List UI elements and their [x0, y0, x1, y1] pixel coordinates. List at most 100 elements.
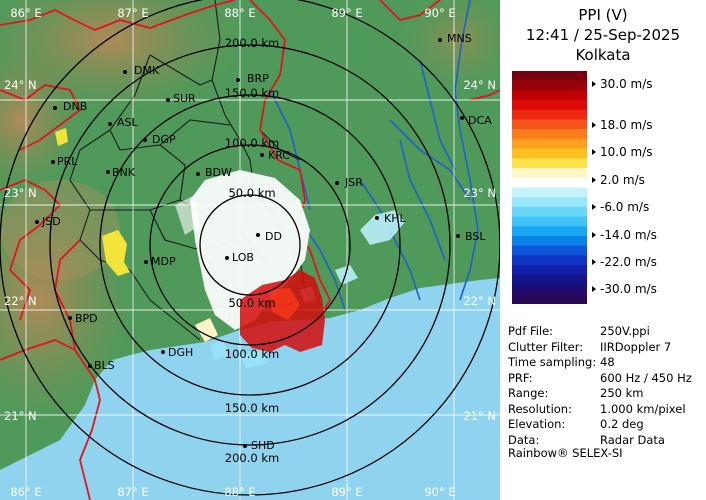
legend-label: -14.0 m/s	[592, 228, 657, 242]
lat-label-24-right: 24° N	[463, 78, 496, 92]
legend-swatch	[512, 138, 587, 150]
legend-swatch	[512, 177, 587, 188]
range-rings	[0, 0, 500, 496]
legend-swatch	[512, 206, 587, 218]
lat-label-24-left: 24° N	[4, 78, 37, 92]
legend-swatch	[512, 274, 587, 286]
station-bdw: BDW	[205, 166, 232, 179]
metadata-key: Elevation:	[508, 417, 566, 431]
metadata-key: Range:	[508, 386, 549, 400]
legend-swatch	[512, 158, 587, 169]
legend-label: -6.0 m/s	[592, 200, 649, 214]
legend-swatch	[512, 197, 587, 208]
legend-label: 30.0 m/s	[592, 77, 653, 91]
station-dd: DD	[265, 230, 282, 243]
scan-metadata: Pdf File: 250V.ppi Clutter Filter: IIRDoppl…	[508, 324, 704, 448]
lon-label-86-bottom: 86° E	[10, 485, 41, 499]
range-label-100-north: 100.0 km	[225, 136, 279, 150]
legend-swatch	[512, 216, 587, 227]
bay-of-bengal	[0, 278, 500, 500]
legend-swatch	[512, 148, 587, 159]
legend-swatch	[512, 100, 587, 111]
metadata-row: Range: 250 km	[508, 386, 704, 402]
metadata-row: Data: Radar Data	[508, 433, 704, 449]
velocity-color-scale	[512, 71, 587, 304]
lon-label-90-bottom: 90° E	[424, 485, 455, 499]
metadata-value: 1.000 km/pixel	[600, 401, 686, 416]
station-mns: MNS	[447, 32, 472, 45]
lat-label-23-left: 23° N	[4, 186, 37, 200]
station-dmk: DMK	[134, 64, 160, 77]
station-dgh: DGH	[168, 346, 193, 359]
station-brp: BRP	[247, 72, 269, 85]
range-label-150-south: 150.0 km	[225, 401, 279, 415]
metadata-value: 250 km	[600, 386, 644, 400]
legend-swatch	[512, 226, 587, 237]
metadata-value: 48	[600, 355, 615, 369]
station-mdp: MDP	[151, 255, 176, 268]
radar-ppi-map: 200.0 km 150.0 km 100.0 km 50.0 km 50.0 …	[0, 0, 500, 500]
legend-label: 18.0 m/s	[592, 118, 653, 132]
range-label-200-north: 200.0 km	[225, 36, 279, 50]
lat-label-22-left: 22° N	[4, 294, 37, 308]
range-label-150-north: 150.0 km	[225, 86, 279, 100]
legend-swatch	[512, 265, 587, 276]
metadata-row: PRF: 600 Hz / 450 Hz	[508, 371, 704, 387]
legend-swatch	[512, 255, 587, 266]
legend-swatch	[512, 71, 587, 82]
radar-site-name: Kolkata	[575, 46, 631, 64]
legend-label: -22.0 m/s	[592, 255, 657, 269]
metadata-key: Data:	[508, 432, 540, 447]
station-dnb: DNB	[63, 100, 87, 113]
legend-swatch	[512, 187, 587, 198]
station-lob: LOB	[232, 251, 254, 264]
legend-swatch	[512, 80, 587, 91]
station-khl: KHL	[384, 212, 406, 225]
metadata-value: 0.2 deg	[600, 417, 644, 431]
lon-label-89-top: 89° E	[331, 6, 362, 20]
lon-label-87-bottom: 87° E	[117, 485, 148, 499]
metadata-value: Radar Data	[600, 432, 665, 447]
metadata-key: Time sampling:	[508, 355, 597, 369]
vendor-footer: Rainbow® SELEX-SI	[508, 446, 623, 460]
lon-label-89-bottom: 89° E	[331, 485, 362, 499]
lon-label-86-top: 86° E	[10, 6, 41, 20]
station-prl: PRL	[57, 155, 78, 168]
info-panel: PPI (V) 12:41 / 25-Sep-2025 Kolkata 30.0…	[500, 0, 706, 500]
range-label-100-south: 100.0 km	[225, 347, 279, 361]
metadata-row: Clutter Filter: IIRDoppler 7	[508, 340, 704, 356]
legend-swatch	[512, 119, 587, 130]
station-jsr: JSR	[344, 176, 363, 189]
range-label-50-north: 50.0 km	[228, 186, 275, 200]
legend-swatch	[512, 129, 587, 140]
metadata-key: PRF:	[508, 370, 533, 385]
legend-label: -30.0 m/s	[592, 282, 657, 296]
lat-label-21-left: 21° N	[4, 409, 37, 423]
metadata-value: 600 Hz / 450 Hz	[600, 370, 692, 385]
legend-swatch	[512, 294, 587, 304]
product-title: PPI (V)	[578, 6, 628, 24]
lon-label-87-top: 87° E	[117, 6, 148, 20]
station-bnk: BNK	[112, 166, 136, 179]
station-bpd: BPD	[75, 312, 98, 325]
lat-lon-grid	[0, 0, 500, 500]
rivers	[269, 0, 479, 311]
lat-label-23-right: 23° N	[463, 186, 496, 200]
legend-label: 2.0 m/s	[592, 173, 645, 187]
metadata-value: 250V.ppi	[600, 324, 650, 338]
station-dgp: DGP	[152, 133, 176, 146]
station-bls: BLS	[94, 359, 115, 372]
metadata-row: Elevation: 0.2 deg	[508, 417, 704, 433]
station-shd: SHD	[251, 439, 275, 452]
legend-swatch	[512, 168, 587, 179]
lon-label-90-top: 90° E	[424, 6, 455, 20]
metadata-key: Pdf File:	[508, 324, 554, 338]
legend-swatch	[512, 109, 587, 121]
station-bsl: BSL	[465, 230, 486, 243]
international-boundaries	[0, 0, 500, 500]
station-asl: ASL	[117, 116, 139, 129]
metadata-value: IIRDoppler 7	[600, 339, 672, 354]
station-krc: KRC	[268, 149, 290, 162]
legend-label: 10.0 m/s	[592, 145, 653, 159]
